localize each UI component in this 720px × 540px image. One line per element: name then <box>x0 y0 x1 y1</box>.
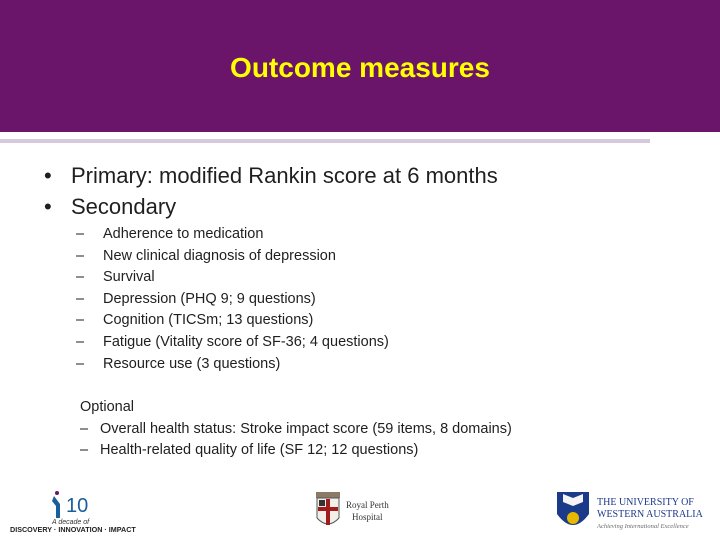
list-item-text: New clinical diagnosis of depression <box>103 247 336 264</box>
list-item: • Primary: modified Rankin score at 6 mo… <box>44 160 498 191</box>
decade-number: 10 <box>66 495 88 517</box>
slide-title: Outcome measures <box>230 52 490 83</box>
list-item-text: Survival <box>103 269 155 286</box>
list-item-text: Health-related quality of life (SF 12; 1… <box>100 442 419 459</box>
list-item-text: Cognition (TICSm; 13 questions) <box>103 312 314 329</box>
decade-line1: A decade of <box>51 519 90 526</box>
list-item: – New clinical diagnosis of depression <box>76 246 389 268</box>
list-item-text: Fatigue (Vitality score of SF-36; 4 ques… <box>103 333 389 350</box>
uwa-crest-icon <box>557 492 589 525</box>
dash: – <box>80 420 89 437</box>
dash: – <box>76 290 85 307</box>
uwa-line2: WESTERN AUSTRALIA <box>597 509 704 520</box>
title-banner: Outcome measures <box>0 0 720 132</box>
dash: – <box>76 247 85 264</box>
list-item: – Health-related quality of life (SF 12; … <box>80 440 512 462</box>
primary-outcome-text: Primary: modified Rankin score at 6 mont… <box>71 163 498 188</box>
list-item: • Secondary <box>44 191 498 222</box>
list-item-text: Overall health status: Stroke impact sco… <box>100 420 512 437</box>
secondary-heading-text: Secondary <box>71 194 177 219</box>
bullet: • <box>44 194 52 219</box>
decade-logo: 10 A decade of DISCOVERY · INNOVATION · … <box>10 491 136 534</box>
list-item: – Depression (PHQ 9; 9 questions) <box>76 289 389 311</box>
list-item: – Cognition (TICSm; 13 questions) <box>76 310 389 332</box>
hospital-crest-icon <box>316 492 340 525</box>
decade-mark-icon <box>52 496 60 518</box>
dash: – <box>76 269 85 286</box>
uwa-line1: THE UNIVERSITY OF <box>597 497 694 508</box>
optional-heading: Optional <box>80 399 135 415</box>
rph-line2: Hospital <box>352 512 383 522</box>
list-item-text: Depression (PHQ 9; 9 questions) <box>103 290 316 307</box>
list-item-text: Adherence to medication <box>103 226 264 242</box>
list-item: – Overall health status: Stroke impact sc… <box>80 419 512 441</box>
dash: – <box>76 312 85 329</box>
bullet: • <box>44 163 52 188</box>
uwa-tagline: Achieving International Excellence <box>596 523 689 530</box>
list-item-text: Resource use (3 questions) <box>103 355 281 372</box>
main-bullet-list: • Primary: modified Rankin score at 6 mo… <box>44 160 498 222</box>
decade-line2: DISCOVERY · INNOVATION · IMPACT <box>10 525 136 534</box>
list-item: – Adherence to medication <box>76 224 389 246</box>
title-divider <box>0 139 650 143</box>
dash: – <box>76 355 85 372</box>
secondary-outcome-list: – Adherence to medication – New clinical d… <box>76 224 389 375</box>
dash: – <box>80 442 89 459</box>
optional-section: Optional – Overall health status: Stroke … <box>80 397 512 462</box>
dash: – <box>76 333 85 350</box>
royal-perth-hospital-logo: Royal Perth Hospital <box>316 492 389 525</box>
list-item: – Fatigue (Vitality score of SF-36; 4 que… <box>76 332 389 354</box>
rph-line1: Royal Perth <box>346 500 389 510</box>
dash: – <box>76 226 85 242</box>
list-item: – Resource use (3 questions) <box>76 354 389 376</box>
list-item: – Survival <box>76 267 389 289</box>
uwa-logo: THE UNIVERSITY OF WESTERN AUSTRALIA Achi… <box>557 492 704 530</box>
